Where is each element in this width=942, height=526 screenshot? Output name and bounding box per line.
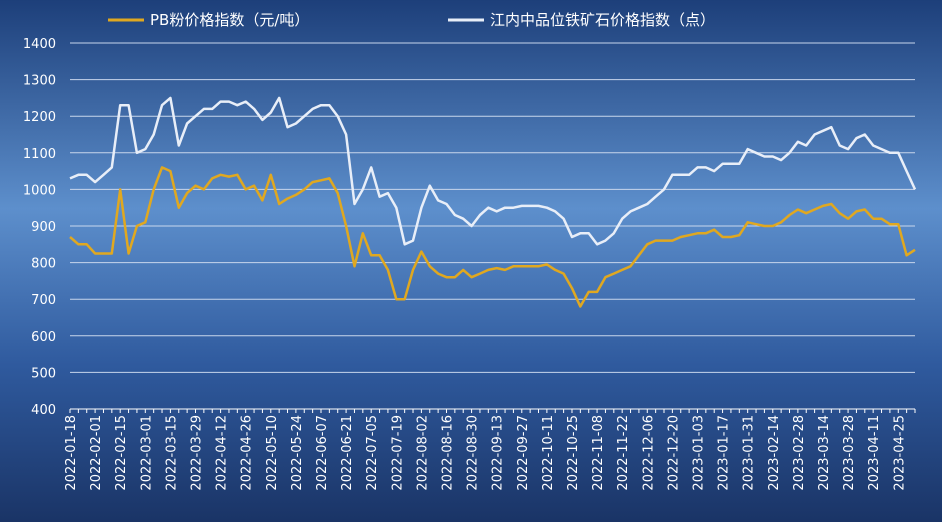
x-tick-label: 2022-06-21 xyxy=(340,415,355,491)
y-tick-label: 1200 xyxy=(23,110,56,125)
x-tick-label: 2022-10-11 xyxy=(541,415,556,491)
y-tick-label: 400 xyxy=(31,403,56,418)
x-tick-label: 2022-11-08 xyxy=(591,415,606,491)
x-tick-label: 2022-10-25 xyxy=(566,415,581,491)
legend-label: PB粉价格指数（元/吨） xyxy=(150,11,309,29)
x-tick-label: 2022-09-27 xyxy=(516,415,531,491)
x-tick-label: 2022-07-19 xyxy=(390,415,405,491)
y-tick-label: 1300 xyxy=(23,74,56,89)
x-tick-label: 2022-05-24 xyxy=(290,415,305,491)
x-tick-label: 2022-11-22 xyxy=(616,415,631,491)
y-tick-label: 500 xyxy=(31,366,56,381)
legend: PB粉价格指数（元/吨） 江内中品位铁矿石价格指数（点） xyxy=(108,11,715,29)
x-tick-label: 2022-02-15 xyxy=(114,415,129,491)
x-tick-label: 2022-08-30 xyxy=(466,415,481,491)
y-tick-label: 1000 xyxy=(23,183,56,198)
x-tick-label: 2022-04-12 xyxy=(215,415,230,491)
x-tick-label: 2023-01-03 xyxy=(691,415,706,491)
y-tick-label: 1100 xyxy=(23,147,56,162)
x-tick-label: 2023-03-14 xyxy=(817,415,832,491)
y-tick-label: 600 xyxy=(31,330,56,345)
x-tick-label: 2023-02-14 xyxy=(767,415,782,491)
series-line xyxy=(69,96,917,246)
x-tick-label: 2022-02-01 xyxy=(89,415,104,491)
x-tick-label: 2023-03-28 xyxy=(842,415,857,491)
x-tick-label: 2023-01-31 xyxy=(742,415,757,491)
x-tick-label: 2022-08-16 xyxy=(440,415,455,491)
x-tick-label: 2022-06-07 xyxy=(315,415,330,491)
x-tick-label: 2022-12-20 xyxy=(666,415,681,491)
x-tick-label: 2022-03-01 xyxy=(139,415,154,491)
x-tick-label: 2023-01-17 xyxy=(717,415,732,491)
x-tick-label: 2023-04-25 xyxy=(892,415,907,491)
series-line xyxy=(69,166,916,308)
x-tick-label: 2022-05-10 xyxy=(265,415,280,491)
x-tick-label: 2022-03-15 xyxy=(164,415,179,491)
y-tick-label: 900 xyxy=(31,220,56,235)
y-tick-label: 1400 xyxy=(23,37,56,52)
x-tick-label: 2022-08-02 xyxy=(415,415,430,491)
x-tick-label: 2022-03-29 xyxy=(189,415,204,491)
y-tick-label: 800 xyxy=(31,257,56,272)
x-tick-label: 2022-01-18 xyxy=(64,415,79,491)
y-tick-label: 700 xyxy=(31,293,56,308)
x-tick-label: 2022-12-06 xyxy=(641,415,656,491)
x-tick-label: 2023-02-28 xyxy=(792,415,807,491)
x-tick-label: 2022-09-13 xyxy=(491,415,506,491)
legend-label: 江内中品位铁矿石价格指数（点） xyxy=(490,11,715,29)
x-tick-label: 2022-07-05 xyxy=(365,415,380,491)
x-tick-label: 2022-04-26 xyxy=(240,415,255,491)
x-tick-label: 2023-04-11 xyxy=(867,415,882,491)
